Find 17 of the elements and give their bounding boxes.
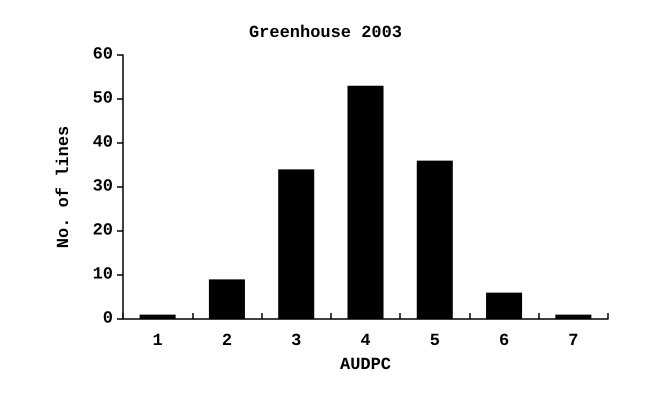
x-tick-label: 7 bbox=[568, 332, 578, 351]
x-tick-label: 3 bbox=[291, 332, 302, 351]
x-axis-title: AUDPC bbox=[340, 356, 392, 375]
y-tick-label: 0 bbox=[102, 310, 113, 328]
chart-title: Greenhouse 2003 bbox=[248, 24, 402, 43]
x-tick-label: 6 bbox=[498, 332, 510, 351]
y-tick-label: 30 bbox=[92, 178, 113, 196]
y-tick-label: 40 bbox=[92, 134, 113, 152]
y-axis-title: No. of lines bbox=[55, 126, 74, 248]
y-tick-label: 60 bbox=[92, 46, 113, 64]
y-tick-label: 10 bbox=[92, 266, 113, 284]
x-tick-label: 5 bbox=[430, 332, 440, 351]
y-tick-label: 20 bbox=[92, 222, 113, 240]
x-tick-label: 1 bbox=[152, 332, 163, 351]
x-tick-label: 4 bbox=[360, 332, 371, 351]
x-tick-label: 2 bbox=[222, 332, 232, 351]
y-tick-label: 50 bbox=[92, 90, 113, 108]
